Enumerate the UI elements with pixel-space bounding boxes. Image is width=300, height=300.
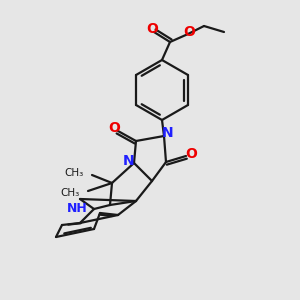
- Text: NH: NH: [67, 202, 88, 214]
- Text: CH₃: CH₃: [65, 168, 84, 178]
- Text: CH₃: CH₃: [61, 188, 80, 198]
- Text: O: O: [183, 25, 195, 39]
- Text: N: N: [162, 126, 174, 140]
- Text: O: O: [146, 22, 158, 36]
- Text: N: N: [123, 154, 135, 168]
- Text: O: O: [108, 121, 120, 135]
- Text: O: O: [185, 147, 197, 161]
